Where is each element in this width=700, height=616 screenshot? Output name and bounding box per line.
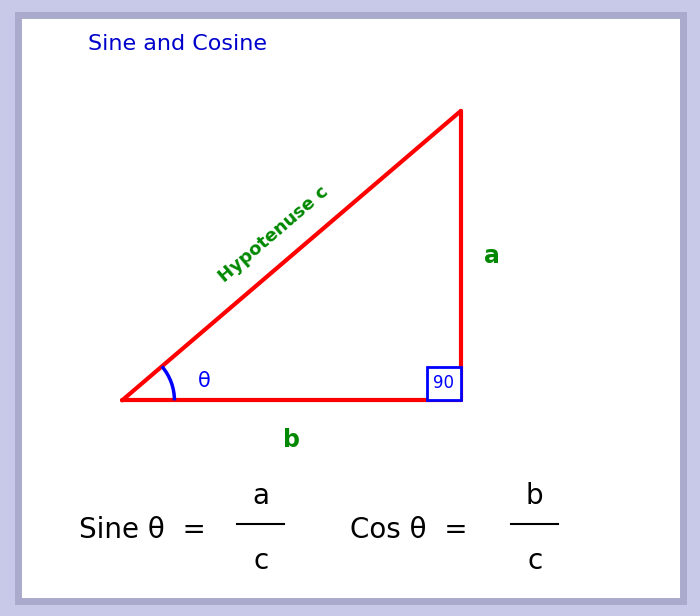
Text: Hypotenuse c: Hypotenuse c — [215, 183, 332, 286]
Text: a: a — [252, 482, 270, 510]
Text: a: a — [484, 244, 500, 267]
Text: Cos θ  =: Cos θ = — [350, 516, 468, 544]
Bar — [427, 367, 461, 400]
Text: Sine and Cosine: Sine and Cosine — [88, 34, 267, 54]
Text: 90: 90 — [433, 375, 454, 392]
Text: Sine θ  =: Sine θ = — [79, 516, 206, 544]
Text: θ: θ — [198, 371, 211, 391]
Text: c: c — [253, 546, 268, 575]
Text: c: c — [527, 546, 542, 575]
Text: b: b — [283, 429, 300, 452]
Text: b: b — [526, 482, 544, 510]
